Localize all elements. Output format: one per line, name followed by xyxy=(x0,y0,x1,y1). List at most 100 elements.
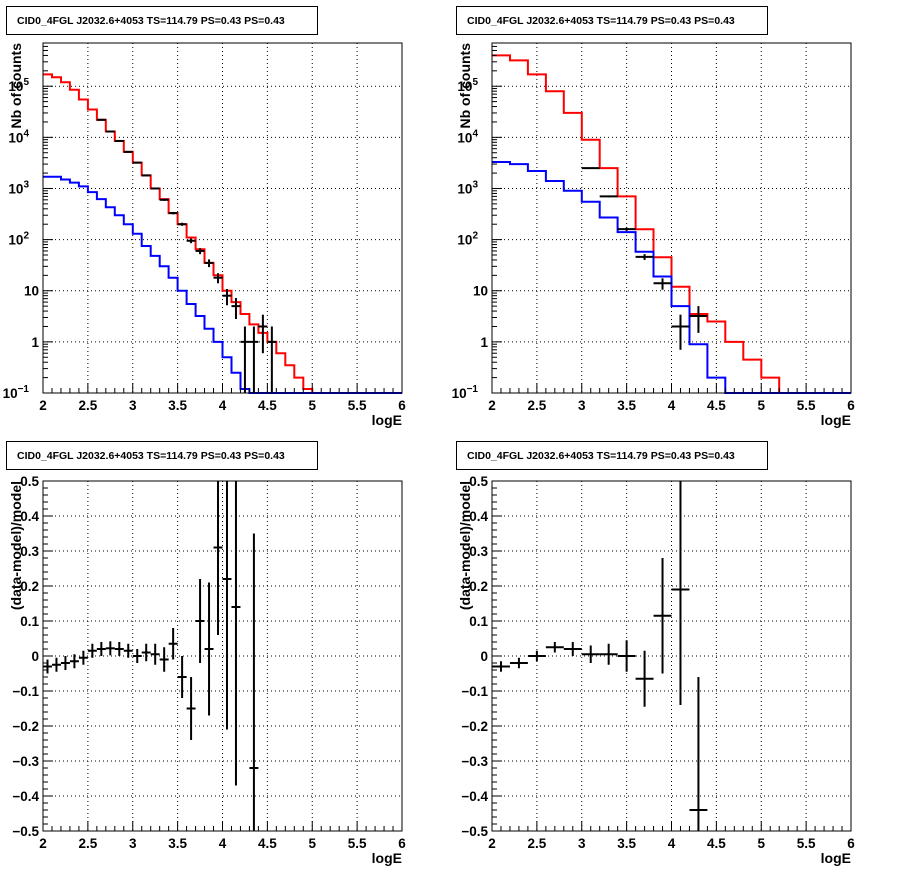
y-tick-label-exponent: 5 xyxy=(472,77,478,88)
data-point xyxy=(87,643,97,658)
x-tick-label: 3.5 xyxy=(168,836,187,851)
data-point xyxy=(635,254,654,260)
y-tick-label-base: 10 xyxy=(8,79,23,94)
y-tick-label: −0.3 xyxy=(12,754,39,769)
y-tick-label: 0.1 xyxy=(469,614,488,629)
title-box xyxy=(6,6,318,35)
x-tick-label: 4 xyxy=(668,836,676,851)
y-axis-title: Nb of counts xyxy=(457,43,473,129)
data-point xyxy=(141,174,151,177)
chart-title: CID0_4FGL J2032.6+4053 TS=114.79 PS=0.43… xyxy=(467,450,735,462)
y-tick-label-base: 10 xyxy=(8,233,23,248)
x-tick-label: 3 xyxy=(578,398,586,413)
y-tick-label: 0.2 xyxy=(20,579,39,594)
x-tick-label: 5 xyxy=(757,398,765,413)
pad-top-right-counts: CID0_4FGL J2032.6+4053 TS=114.79 PS=0.43… xyxy=(452,6,855,428)
y-tick-label: 105 xyxy=(457,77,478,94)
y-tick-label: 102 xyxy=(8,231,29,248)
data-point xyxy=(213,481,223,635)
x-axis-title: logE xyxy=(821,850,851,866)
y-tick-label-base: −0.2 xyxy=(12,719,39,734)
x-tick-label: 4 xyxy=(219,398,227,413)
x-tick-label: 6 xyxy=(398,836,406,851)
y-tick-label: 1 xyxy=(31,335,39,350)
x-tick-label: 3.5 xyxy=(617,398,636,413)
y-tick-label-exponent: 4 xyxy=(472,128,478,139)
y-tick-label-base: 10 xyxy=(3,386,18,401)
data-point xyxy=(617,227,636,231)
y-tick-label-exponent: 3 xyxy=(23,179,29,190)
y-tick-label: −0.3 xyxy=(461,754,488,769)
x-tick-label: 4 xyxy=(219,836,227,851)
x-tick-label: 6 xyxy=(398,398,406,413)
x-axis-title: logE xyxy=(821,412,851,428)
y-tick-label: 105 xyxy=(8,77,29,94)
pad-bottom-left-residuals: CID0_4FGL J2032.6+4053 TS=114.79 PS=0.43… xyxy=(6,441,406,866)
data-point xyxy=(545,642,564,653)
x-tick-label: 5.5 xyxy=(348,836,367,851)
data-point xyxy=(78,650,88,665)
x-tick-label: 2 xyxy=(39,398,47,413)
y-tick-label-base: 10 xyxy=(24,284,39,299)
y-tick-label: 10 xyxy=(24,284,39,299)
x-tick-label: 4.5 xyxy=(258,836,277,851)
data-point xyxy=(186,238,196,244)
y-tick-label-exponent: 5 xyxy=(23,77,29,88)
x-tick-label: 4.5 xyxy=(707,398,726,413)
y-tick-label: 0 xyxy=(480,649,488,664)
data-point xyxy=(114,139,124,142)
y-tick-label-base: −0.5 xyxy=(12,824,39,839)
data-point xyxy=(105,641,115,656)
title-box xyxy=(456,6,768,35)
data-point xyxy=(249,533,259,831)
y-tick-label: 103 xyxy=(457,179,478,196)
data-point xyxy=(492,661,510,672)
y-tick-label-base: 0.3 xyxy=(20,544,39,559)
y-tick-label: 103 xyxy=(8,179,29,196)
series-total-model xyxy=(492,54,851,394)
y-tick-label-base: 10 xyxy=(457,130,472,145)
y-tick-label: −0.2 xyxy=(461,719,488,734)
y-tick-label: 0.5 xyxy=(469,474,488,489)
x-tick-label: 6 xyxy=(847,398,855,413)
data-point xyxy=(617,640,636,672)
x-tick-label: 3 xyxy=(129,836,137,851)
y-tick-label-base: −0.4 xyxy=(12,789,39,804)
y-tick-label-base: 0.4 xyxy=(20,509,39,524)
y-tick-label-base: 0.4 xyxy=(469,509,488,524)
y-tick-label-base: 0 xyxy=(480,649,488,664)
x-tick-label: 3 xyxy=(578,836,586,851)
data-point xyxy=(671,481,690,705)
data-point xyxy=(60,656,70,670)
pad-bottom-right-residuals: CID0_4FGL J2032.6+4053 TS=114.79 PS=0.43… xyxy=(456,441,855,866)
y-tick-label: 10−1 xyxy=(452,384,479,401)
x-tick-label: 5.5 xyxy=(797,398,816,413)
y-tick-label: 0.3 xyxy=(20,544,39,559)
y-tick-label-base: −0.3 xyxy=(12,754,39,769)
chart-title: CID0_4FGL J2032.6+4053 TS=114.79 PS=0.43… xyxy=(467,15,735,27)
data-point xyxy=(671,314,690,350)
y-tick-label-exponent: −1 xyxy=(18,384,30,395)
data-point xyxy=(123,643,133,658)
y-tick-label: 0.4 xyxy=(20,509,39,524)
data-point xyxy=(195,579,205,663)
y-tick-label-base: 10 xyxy=(473,284,488,299)
title-box xyxy=(6,441,318,470)
y-tick-label: 0 xyxy=(31,649,39,664)
data-point xyxy=(231,481,241,786)
data-point xyxy=(123,150,133,153)
data-point xyxy=(204,582,214,716)
y-tick-label-exponent: 3 xyxy=(472,179,478,190)
x-tick-label: 2 xyxy=(488,398,496,413)
y-tick-label-exponent: 4 xyxy=(23,128,29,139)
y-tick-label-base: 10 xyxy=(457,181,472,196)
data-point xyxy=(159,198,169,201)
x-tick-label: 2.5 xyxy=(78,398,97,413)
y-tick-label-base: 0.5 xyxy=(20,474,39,489)
data-point xyxy=(114,642,124,656)
y-tick-label-exponent: 2 xyxy=(23,231,29,242)
x-tick-label: 5.5 xyxy=(797,836,816,851)
data-point xyxy=(509,657,528,669)
data-point xyxy=(599,195,618,198)
data-point xyxy=(150,643,160,665)
